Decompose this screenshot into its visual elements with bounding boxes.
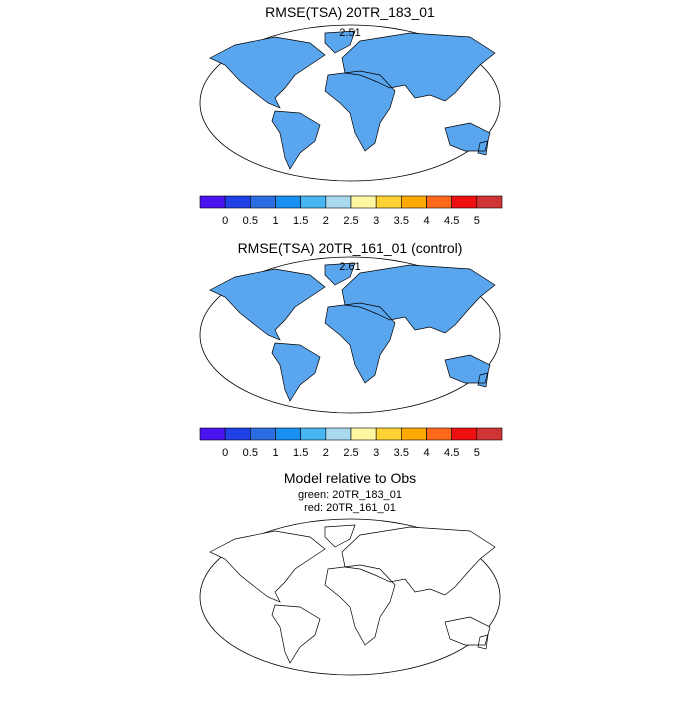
colorbar-label: 1 [272,447,278,459]
colorbar-label: 3 [373,447,379,459]
land [210,263,495,401]
map-frame [199,518,501,676]
colorbar-label: 1.5 [293,215,308,227]
colorbar-label: 5 [474,447,480,459]
colorbar-label: 4 [423,215,429,227]
colorbar-cell [224,427,251,441]
colorbar-label: 2.5 [343,215,358,227]
colorbar-cell [350,195,377,209]
colorbar-cell [224,195,251,209]
colorbar-cell [451,427,478,441]
colorbar-label: 4 [423,447,429,459]
world-map [199,518,501,676]
colorbar-label: 0 [222,447,228,459]
map-frame [199,24,501,182]
colorbar-label: 2 [323,215,329,227]
colorbar-label: 0.5 [243,447,258,459]
land [210,525,495,663]
panel-subtitle: 2.61 [339,261,360,273]
colorbar-label: 1.5 [293,447,308,459]
colorbar-label: 4.5 [444,215,459,227]
colorbar-label: 4.5 [444,447,459,459]
colorbar-cell [401,427,427,441]
colorbar-cell [250,427,276,441]
colorbar-cell [250,195,276,209]
colorbar-cell [325,195,352,209]
panel-title: RMSE(TSA) 20TR_183_01 [265,4,435,20]
map-frame [199,256,501,414]
colorbar-cell [275,427,301,441]
colorbar-cell [199,427,226,441]
colorbar-cell [426,427,452,441]
panel-subtitle: green: 20TR_183_01 [298,489,402,501]
panel-subtitle: 2.51 [339,27,360,39]
colorbar-cell [375,195,402,209]
colorbar-cell [426,195,452,209]
colorbar-cell [300,195,327,209]
colorbar-cell [476,195,503,209]
colorbar-cell [401,195,427,209]
colorbar-label: 3.5 [394,215,409,227]
colorbar-cell [325,427,352,441]
colorbar-label: 2.5 [343,447,358,459]
colorbar-cell [451,195,478,209]
colorbar-cell [476,427,503,441]
colorbar-cell [300,427,327,441]
colorbar-cell [350,427,377,441]
colorbar-cell [275,195,301,209]
land [210,31,495,169]
colorbar-label: 5 [474,215,480,227]
world-map [199,24,501,182]
colorbar-label: 3.5 [394,447,409,459]
colorbar-label: 1 [272,215,278,227]
world-map [199,256,501,414]
colorbar-cell [375,427,402,441]
colorbar-cell [199,195,226,209]
colorbar-label: 0.5 [243,215,258,227]
panel-subtitle: red: 20TR_161_01 [304,502,396,514]
colorbar-label: 2 [323,447,329,459]
panel-title: RMSE(TSA) 20TR_161_01 (control) [238,240,463,256]
colorbar-label: 0 [222,215,228,227]
panel-title: Model relative to Obs [284,470,416,486]
colorbar-label: 3 [373,215,379,227]
